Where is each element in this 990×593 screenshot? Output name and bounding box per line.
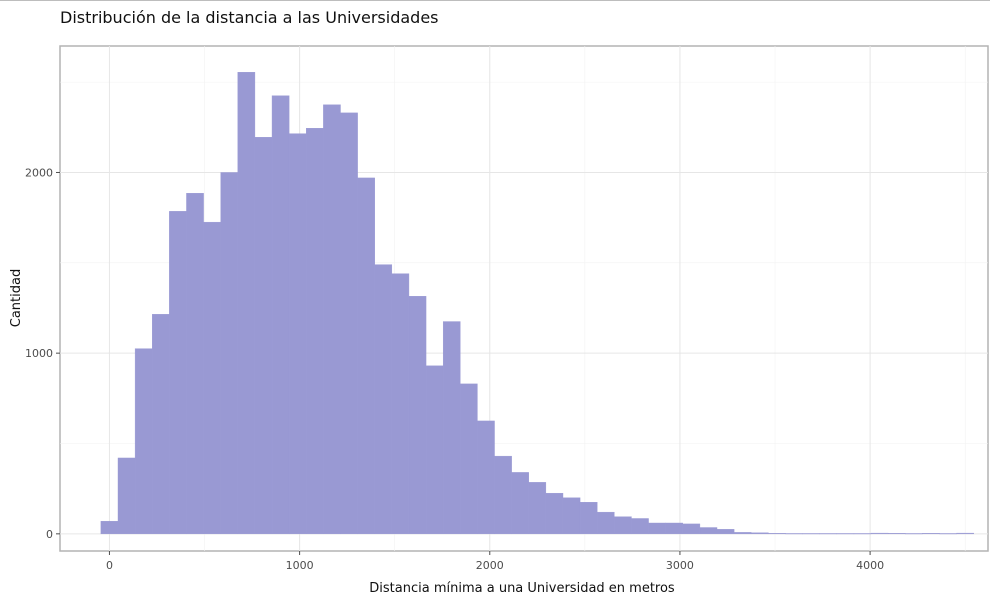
- histogram-bar: [528, 482, 547, 535]
- histogram-bar: [665, 522, 683, 535]
- histogram-bar: [169, 211, 187, 535]
- histogram-bar: [408, 296, 427, 535]
- histogram-bar: [597, 511, 615, 535]
- histogram-bar: [631, 518, 649, 535]
- histogram-bar: [306, 128, 324, 535]
- histogram-bar: [785, 533, 803, 535]
- histogram-bar: [494, 455, 512, 535]
- histogram-bar: [956, 532, 974, 535]
- x-axis-ticks: 0 1000 2000 3000 4000: [106, 551, 884, 572]
- histogram-bar: [271, 95, 290, 535]
- histogram-bar: [117, 457, 136, 535]
- y-axis-ticks: 0 1000 2000: [25, 166, 60, 541]
- histogram-bar: [751, 532, 769, 535]
- x-axis-title: Distancia mínima a una Universidad en me…: [369, 581, 675, 593]
- x-tick-label: 2000: [476, 559, 504, 572]
- top-rule: [0, 0, 990, 1]
- histogram-bar: [905, 533, 923, 535]
- histogram-bar: [254, 137, 273, 535]
- histogram-bar: [203, 221, 221, 535]
- histogram-bar: [425, 365, 444, 535]
- histogram-bar: [922, 533, 940, 535]
- histogram-bar: [391, 273, 410, 535]
- histogram-bar: [699, 527, 718, 535]
- histogram-bar: [562, 497, 581, 535]
- y-tick-label: 1000: [25, 347, 53, 360]
- x-tick-label: 1000: [286, 559, 314, 572]
- histogram-bar: [237, 71, 256, 535]
- histogram-bar: [288, 133, 307, 535]
- histogram-bar: [340, 112, 358, 535]
- histogram-bar: [579, 502, 598, 535]
- histogram-bar: [939, 533, 957, 535]
- histogram-bar: [460, 383, 478, 535]
- histogram-bar: [716, 529, 735, 535]
- histogram-bar: [374, 264, 393, 535]
- histogram-bar: [357, 177, 375, 535]
- chart-title: Distribución de la distancia a las Unive…: [60, 8, 439, 27]
- x-tick-label: 4000: [856, 559, 884, 572]
- histogram-bar: [614, 516, 632, 535]
- histogram-bar: [648, 522, 666, 535]
- histogram-bar: [836, 533, 855, 535]
- histogram-bar: [887, 533, 906, 535]
- histogram-bar: [802, 533, 820, 535]
- histogram-bar: [511, 472, 529, 535]
- histogram-bar: [768, 533, 786, 535]
- histogram-bar: [100, 520, 119, 535]
- histogram-bar: [819, 533, 838, 535]
- histogram-bar: [477, 420, 495, 535]
- histogram-bar: [442, 321, 461, 535]
- y-tick-label: 0: [46, 528, 53, 541]
- histogram-bar: [152, 314, 170, 535]
- histogram-bar: [545, 492, 564, 535]
- x-tick-label: 0: [106, 559, 113, 572]
- histogram-bar: [220, 172, 239, 535]
- histogram-bar: [870, 532, 889, 535]
- y-axis-title: Cantidad: [9, 269, 24, 327]
- x-tick-label: 3000: [666, 559, 694, 572]
- histogram-bar: [733, 532, 752, 535]
- histogram-bar: [682, 523, 701, 535]
- y-tick-label: 2000: [25, 166, 53, 179]
- histogram-bar: [853, 533, 872, 535]
- histogram-bar: [186, 193, 204, 535]
- histogram-bars: [100, 71, 974, 535]
- histogram-bar: [134, 348, 153, 535]
- histogram-bar: [323, 104, 341, 535]
